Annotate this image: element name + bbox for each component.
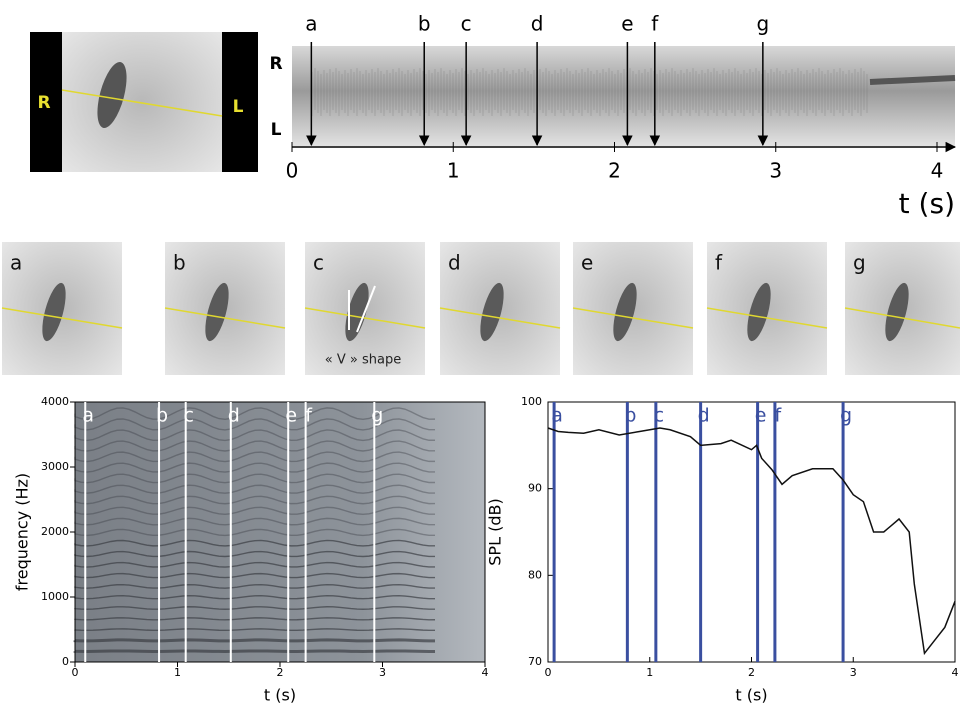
x-axis-label: t (s) bbox=[899, 187, 955, 220]
v-shape-line bbox=[356, 285, 376, 333]
x-tick-label: 2 bbox=[608, 159, 621, 183]
y-tick-label: 100 bbox=[521, 395, 542, 408]
kymogram-image bbox=[292, 46, 955, 146]
frame-label: g bbox=[853, 251, 866, 275]
y-tick-label: 4000 bbox=[41, 395, 69, 408]
glottis bbox=[345, 282, 369, 342]
frames-row: a b c « V » shape d e f g bbox=[1, 242, 960, 375]
event-label: c bbox=[654, 405, 664, 427]
spl-line bbox=[547, 427, 956, 656]
side-label: R bbox=[37, 93, 50, 113]
scan-line bbox=[439, 307, 561, 329]
plot-frame bbox=[547, 401, 956, 663]
event-label: f bbox=[305, 405, 313, 427]
y-tick-label: 1000 bbox=[41, 590, 69, 603]
frame-label: a bbox=[10, 251, 22, 275]
scan-line bbox=[706, 307, 828, 329]
x-tick-label: 1 bbox=[174, 666, 181, 679]
frame-label: d bbox=[448, 251, 461, 275]
event-label: f bbox=[775, 405, 783, 427]
x-tick-label: 3 bbox=[850, 666, 857, 679]
y-axis-label: frequency (Hz) bbox=[13, 473, 32, 591]
y-tick-label: 2000 bbox=[41, 525, 69, 538]
x-tick-label: 0 bbox=[545, 666, 552, 679]
harmonic bbox=[73, 638, 436, 643]
y-axis-label: SPL (dB) bbox=[486, 498, 505, 565]
side-label: L bbox=[233, 97, 244, 117]
scan-line bbox=[304, 307, 426, 329]
scan-line bbox=[572, 307, 694, 329]
y-tick-label: 80 bbox=[528, 568, 542, 581]
image-tissue bbox=[62, 32, 222, 172]
event-label: a bbox=[305, 12, 317, 36]
glottis bbox=[747, 282, 771, 342]
annotation: « V » shape bbox=[325, 353, 401, 368]
event-label: e bbox=[285, 405, 297, 427]
event-label: c bbox=[461, 12, 472, 36]
x-tick-label: 3 bbox=[379, 666, 386, 679]
glottis bbox=[205, 282, 229, 342]
frame-label: e bbox=[581, 251, 593, 275]
x-tick-label: 2 bbox=[277, 666, 284, 679]
frame-label: c bbox=[313, 251, 324, 275]
event-label: d bbox=[698, 405, 710, 427]
frame-label: b bbox=[173, 251, 186, 275]
event-label: a bbox=[551, 405, 563, 427]
x-tick-label: 4 bbox=[952, 666, 959, 679]
x-axis-label: t (s) bbox=[264, 686, 296, 705]
x-tick-label: 1 bbox=[447, 159, 460, 183]
glottis bbox=[97, 62, 127, 128]
y-tick-label: 70 bbox=[528, 655, 542, 668]
glottis bbox=[42, 282, 66, 342]
x-tick-label: 3 bbox=[769, 159, 782, 183]
x-tick-label: 1 bbox=[646, 666, 653, 679]
glottis bbox=[613, 282, 637, 342]
x-tick-label: 4 bbox=[482, 666, 489, 679]
x-tick-label: 2 bbox=[748, 666, 755, 679]
y-tick-label: 90 bbox=[528, 482, 542, 495]
event-label: b bbox=[156, 405, 168, 427]
event-label: d bbox=[531, 12, 544, 36]
event-label: c bbox=[183, 405, 193, 427]
side-label: R bbox=[269, 54, 282, 74]
x-tick-label: 4 bbox=[931, 159, 944, 183]
scan-line bbox=[164, 307, 286, 329]
event-label: g bbox=[756, 12, 769, 36]
x-axis-label: t (s) bbox=[735, 686, 767, 705]
event-label: e bbox=[621, 12, 633, 36]
scan-line bbox=[1, 307, 123, 329]
event-label: f bbox=[651, 12, 659, 36]
y-tick-label: 3000 bbox=[41, 460, 69, 473]
event-label: a bbox=[82, 405, 94, 427]
event-label: b bbox=[418, 12, 431, 36]
event-label: e bbox=[755, 405, 767, 427]
x-tick-label: 0 bbox=[72, 666, 79, 679]
glottis bbox=[480, 282, 504, 342]
side-label: L bbox=[271, 120, 282, 140]
event-label: b bbox=[624, 405, 636, 427]
scan-line bbox=[61, 89, 223, 117]
scan-line bbox=[844, 307, 960, 329]
event-label: d bbox=[228, 405, 240, 427]
endoscope-image: R L bbox=[30, 32, 258, 172]
event-label: g bbox=[840, 405, 852, 427]
frame-label: f bbox=[715, 251, 723, 275]
glottis bbox=[885, 282, 909, 342]
y-tick-label: 0 bbox=[62, 655, 69, 668]
x-tick-label: 0 bbox=[286, 159, 299, 183]
event-label: g bbox=[371, 405, 383, 427]
charts: RL0 1 2 3 4t (s)a b c d e f g0 1 2 3 40100020003000400… bbox=[13, 12, 959, 705]
kymogram-band bbox=[869, 75, 956, 85]
